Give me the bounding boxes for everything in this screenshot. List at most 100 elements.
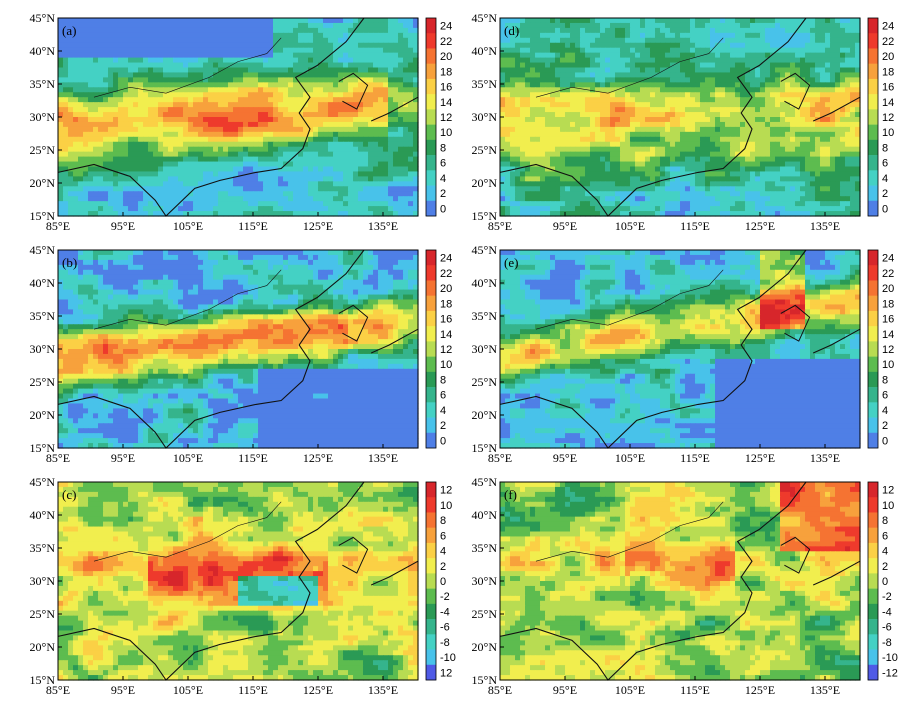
map-cell [258,77,264,83]
map-cell [660,52,666,59]
map-cell [500,22,506,29]
map-cell [680,87,686,93]
map-cell [575,57,581,64]
map-cell [660,146,666,153]
map-cell [238,206,244,212]
map-cell [805,102,811,108]
map-cell [680,27,686,34]
map-cell [293,166,299,173]
map-cell [258,62,264,69]
map-cell [108,176,114,182]
map-cell [118,52,124,59]
map-cell [780,141,786,148]
map-cell [535,156,541,163]
map-cell [268,22,274,29]
map-cell [173,57,179,64]
map-cell [343,112,349,118]
map-cell [358,102,364,108]
map-cell [650,146,656,153]
map-cell [253,161,259,168]
map-cell [695,62,701,69]
map-cell [775,107,781,113]
map-cell [585,136,591,143]
map-cell [520,52,526,59]
map-cell [720,62,726,69]
map-cell [660,62,666,69]
map-cell [73,191,79,197]
map-cell [755,117,761,123]
map-cell [560,47,566,54]
map-cell [795,121,801,128]
map-cell [338,37,344,44]
map-cell [283,72,289,78]
map-cell [830,107,836,113]
map-cell [630,121,636,128]
map-cell [825,57,831,64]
map-cell [765,77,771,83]
map-cell [765,32,771,39]
map-cell [228,18,234,24]
map-cell [148,47,154,54]
map-cell [545,92,551,98]
map-cell [825,22,831,29]
map-cell [198,107,204,113]
map-cell [213,102,219,108]
map-cell [520,82,526,88]
map-cell [545,97,551,103]
map-cell [398,121,404,128]
map-cell [358,186,364,192]
map-cell [835,151,841,158]
map-cell [93,211,99,217]
map-cell [635,107,641,113]
map-cell [103,52,109,59]
map-cell [123,196,129,202]
map-cell [575,92,581,98]
map-cell [775,62,781,69]
map-cell [323,107,329,113]
map-cell [545,57,551,64]
map-cell [98,161,104,168]
map-cell [203,107,209,113]
map-cell [193,161,199,168]
map-cell [605,146,611,153]
map-cell [183,151,189,158]
map-cell [750,47,756,54]
map-cell [143,67,149,74]
map-cell [258,181,264,187]
map-cell [710,112,716,118]
map-cell [660,47,666,54]
map-cell [700,97,706,103]
map-cell [368,22,374,29]
map-cell [188,131,194,138]
map-cell [233,161,239,168]
map-cell [605,47,611,54]
map-cell [328,62,334,69]
map-cell [785,136,791,143]
map-cell [650,141,656,148]
map-cell [343,82,349,88]
map-cell [223,42,229,49]
map-cell [550,32,556,39]
map-cell [765,151,771,158]
map-cell [590,117,596,123]
map-cell [535,67,541,74]
map-cell [745,18,751,24]
map-cell [243,57,249,64]
map-cell [840,131,846,138]
coastline [338,72,369,110]
map-cell [208,62,214,69]
map-cell [820,22,826,29]
map-cell [68,62,74,69]
map-cell [760,22,766,29]
map-cell [580,47,586,54]
map-cell [795,136,801,143]
map-cell [178,146,184,153]
map-cell [530,146,536,153]
map-cell [790,62,796,69]
map-cell [178,82,184,88]
map-cell [138,161,144,168]
map-cell [73,52,79,59]
map-cell [273,131,279,138]
map-cell [278,42,284,49]
map-cell [745,57,751,64]
